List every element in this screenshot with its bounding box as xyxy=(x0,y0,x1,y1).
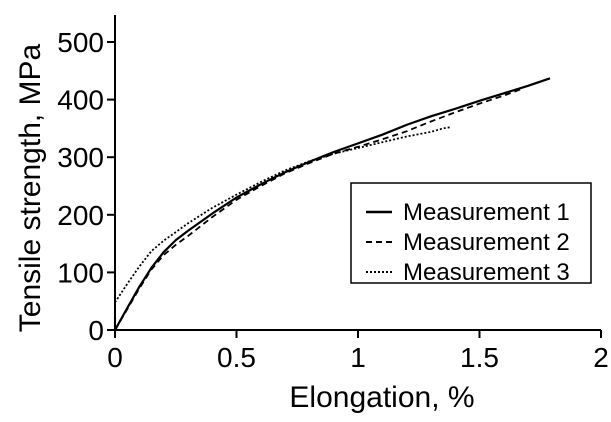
series-line-measurement-3 xyxy=(114,126,451,303)
legend-label-measurement-3: Measurement 3 xyxy=(403,259,570,286)
legend-box xyxy=(350,182,592,284)
series-lines xyxy=(114,77,551,331)
x-axis-label: Elongation, % xyxy=(289,381,474,414)
x-tick-label: 0 xyxy=(107,342,123,373)
y-tick-label: 0 xyxy=(88,315,104,346)
legend: Measurement 1 Measurement 2 Measurement 3 xyxy=(350,182,592,286)
y-tick-label: 200 xyxy=(57,200,104,231)
legend-label-measurement-2: Measurement 2 xyxy=(403,229,570,256)
axes: 0 100 200 300 400 500 0 0.5 1 1.5 2 xyxy=(57,15,609,373)
y-tick-label: 500 xyxy=(57,27,104,58)
x-tick-label: 1 xyxy=(350,342,366,373)
y-tick-label: 100 xyxy=(57,257,104,288)
x-tick-label: 0.5 xyxy=(217,342,256,373)
x-tick-label: 2 xyxy=(593,342,609,373)
series-line-measurement-1 xyxy=(114,77,551,331)
y-axis-label: Tensile strength, MPa xyxy=(14,43,47,332)
y-tick-label: 300 xyxy=(57,142,104,173)
x-tick-label: 1.5 xyxy=(460,342,499,373)
y-tick-label: 400 xyxy=(57,85,104,116)
legend-label-measurement-1: Measurement 1 xyxy=(403,199,570,226)
